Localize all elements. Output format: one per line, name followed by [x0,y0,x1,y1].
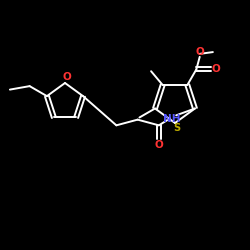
Text: O: O [195,47,204,57]
Text: O: O [212,64,221,74]
Text: O: O [62,72,72,82]
Text: NH: NH [164,114,181,124]
Text: S: S [174,123,180,133]
Text: O: O [154,140,163,150]
